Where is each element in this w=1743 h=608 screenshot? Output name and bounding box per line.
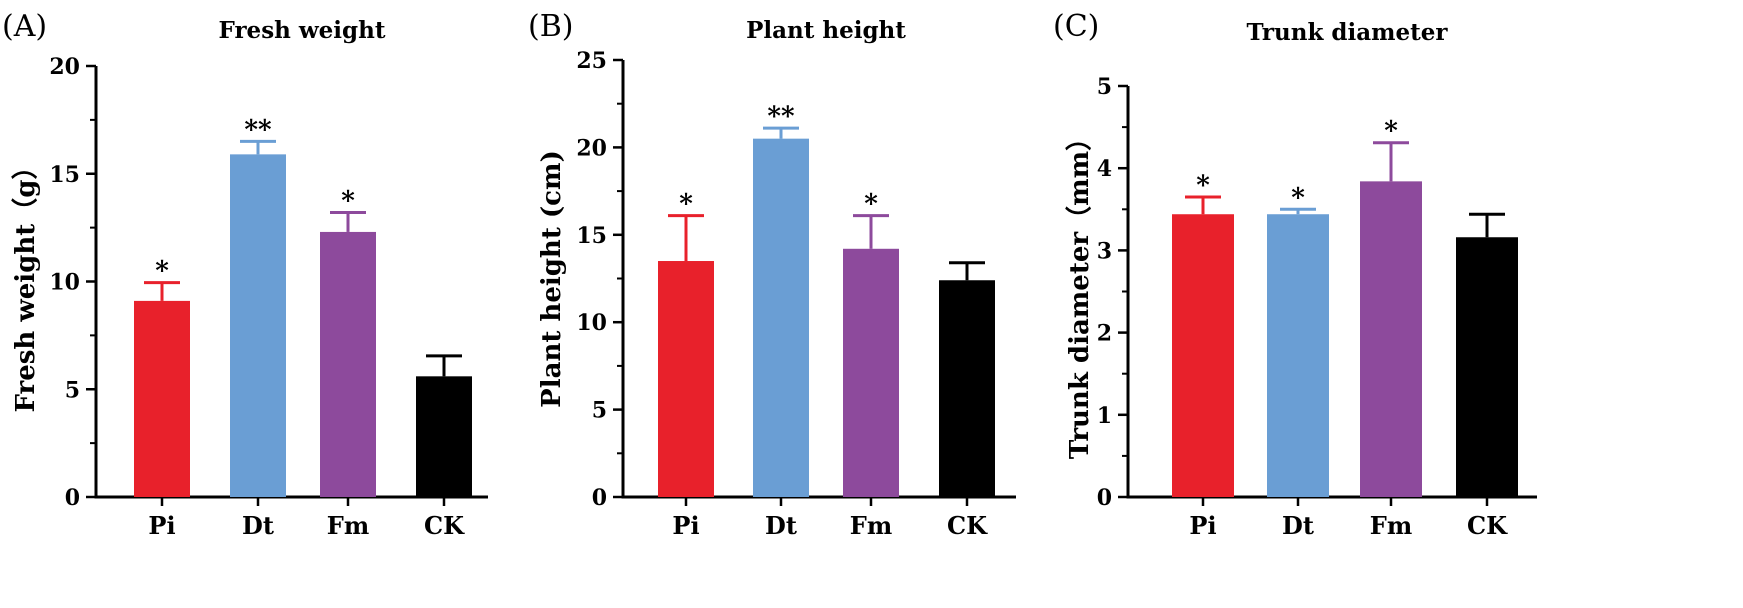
bar-pi: [1172, 214, 1234, 497]
y-tick-label: 3: [1097, 238, 1112, 264]
y-tick-label: 15: [49, 162, 80, 188]
panel-label: (B): [528, 9, 573, 44]
chart-title: Fresh weight: [219, 17, 386, 44]
x-tick-label-pi: Pi: [672, 511, 699, 540]
y-tick-label: 5: [592, 398, 607, 424]
significance-mark: *: [1291, 183, 1305, 213]
y-tick-label: 1: [1097, 403, 1112, 429]
panel-label: (A): [2, 9, 47, 44]
significance-mark: *: [155, 257, 169, 287]
y-tick-label: 0: [1097, 485, 1112, 511]
bar-pi: [658, 261, 714, 497]
chart-panel-1: (A) Fresh weight Fresh weight（g） 0 5 10 15 20 Pi…: [2, 9, 488, 540]
y-tick-label: 2: [1097, 321, 1112, 347]
bar-fm: [1360, 181, 1422, 498]
chart-panel-3: (C) Trunk diameter Trunk diameter（mm）0 1 2 3 4…: [1053, 9, 1537, 540]
panel-label: (C): [1053, 9, 1099, 44]
y-axis-label: Plant height (cm): [537, 150, 567, 408]
significance-mark: *: [1384, 117, 1398, 147]
significance-mark: **: [767, 102, 795, 132]
y-tick-label: 20: [576, 135, 607, 161]
y-axis-label: Fresh weight（g）: [11, 154, 41, 413]
significance-mark: *: [679, 190, 693, 220]
chart-panel-2: (B) Plant height Plant height (cm) 0 5 10 15 20…: [528, 9, 1016, 540]
y-tick-label: 10: [49, 270, 80, 296]
x-tick-label-fm: Fm: [327, 511, 369, 540]
significance-mark: *: [864, 190, 878, 220]
y-tick-label: 0: [592, 485, 607, 511]
y-tick-label: 5: [65, 377, 80, 403]
bar-fm: [320, 231, 376, 497]
bar-ck: [1456, 237, 1518, 498]
x-tick-label-fm: Fm: [1370, 511, 1412, 540]
x-tick-label-ck: CK: [424, 511, 465, 540]
significance-mark: **: [244, 115, 272, 145]
y-tick-label: 0: [65, 485, 80, 511]
y-axis-label: Trunk diameter（mm）: [1065, 125, 1095, 459]
x-tick-label-dt: Dt: [242, 511, 274, 540]
y-tick-label: 4: [1097, 156, 1112, 182]
x-tick-label-pi: Pi: [1189, 511, 1216, 540]
y-tick-label: 25: [576, 48, 607, 74]
x-tick-label-dt: Dt: [765, 511, 797, 540]
bar-ck: [939, 280, 995, 497]
y-tick-label: 15: [576, 223, 607, 249]
x-tick-label-fm: Fm: [850, 511, 892, 540]
bar-pi: [134, 300, 190, 497]
x-tick-label-pi: Pi: [148, 511, 175, 540]
bar-ck: [416, 376, 472, 497]
bar-dt: [230, 154, 286, 498]
bar-dt: [1267, 214, 1329, 497]
x-tick-label-ck: CK: [947, 511, 988, 540]
y-tick-label: 10: [576, 310, 607, 336]
x-tick-label-ck: CK: [1467, 511, 1508, 540]
bar-dt: [753, 138, 809, 497]
chart-title: Trunk diameter: [1246, 19, 1448, 46]
y-tick-label: 20: [49, 54, 80, 80]
significance-mark: *: [1196, 171, 1210, 201]
chart-title: Plant height: [746, 17, 906, 44]
bar-fm: [843, 248, 899, 497]
x-tick-label-dt: Dt: [1282, 511, 1314, 540]
y-tick-label: 5: [1097, 74, 1112, 100]
significance-mark: *: [341, 187, 355, 217]
